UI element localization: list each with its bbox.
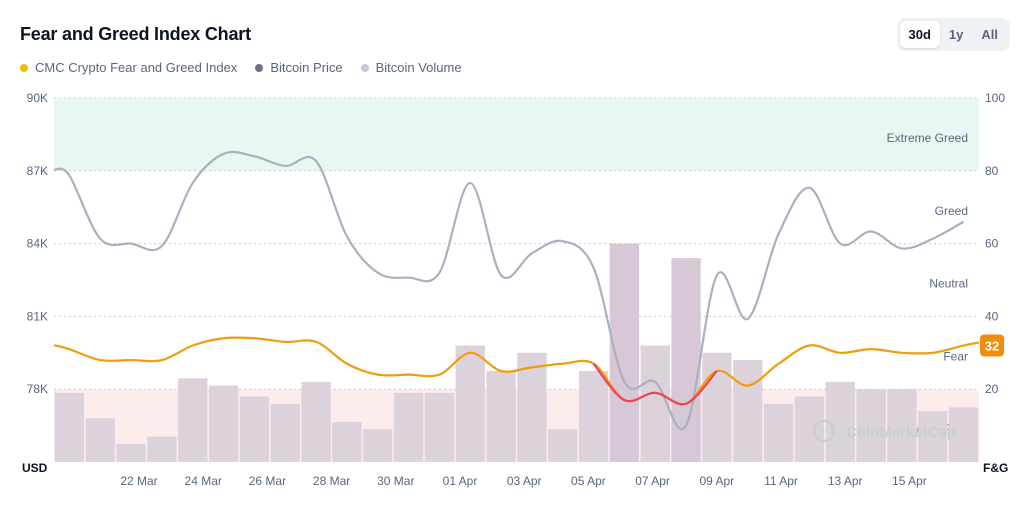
zone-label: Fear — [943, 349, 968, 363]
x-axis-tick: 01 Apr — [443, 474, 478, 488]
volume-bar[interactable] — [794, 396, 825, 462]
left-axis-tick: 84K — [27, 237, 48, 251]
legend-item-fear-greed[interactable]: CMC Crypto Fear and Greed Index — [20, 60, 237, 75]
left-axis-tick: 90K — [27, 91, 48, 105]
chart-title: Fear and Greed Index Chart — [20, 24, 251, 44]
chart-legend: CMC Crypto Fear and Greed Index Bitcoin … — [20, 60, 462, 75]
range-tab-all[interactable]: All — [981, 27, 998, 42]
x-axis-tick: 24 Mar — [185, 474, 222, 488]
x-axis-tick: 13 Apr — [828, 474, 863, 488]
legend-label: Bitcoin Price — [270, 60, 343, 75]
zone-label: Greed — [935, 204, 968, 218]
volume-bar[interactable] — [486, 371, 516, 462]
fear-greed-line[interactable] — [53, 336, 980, 406]
volume-bar[interactable] — [147, 436, 177, 462]
volume-bar[interactable] — [363, 429, 393, 462]
volume-bar[interactable] — [578, 371, 609, 462]
volume-bar[interactable] — [85, 418, 115, 462]
volume-bar[interactable] — [270, 403, 300, 462]
x-axis-tick: 15 Apr — [892, 474, 927, 488]
volume-bar[interactable] — [948, 407, 979, 462]
fear-greed-extreme-segment[interactable] — [592, 363, 718, 406]
extreme-fear-zone — [54, 389, 979, 462]
range-tab-30d[interactable]: 30d — [899, 21, 940, 48]
x-axis-tick: 11 Apr — [764, 474, 798, 488]
extreme-greed-zone — [54, 98, 979, 171]
legend-item-bitcoin-price[interactable]: Bitcoin Price — [255, 60, 343, 75]
zone-label: Neutral — [929, 277, 968, 291]
legend-label: CMC Crypto Fear and Greed Index — [35, 60, 238, 75]
volume-bar[interactable] — [763, 403, 794, 462]
x-axis-tick: 05 Apr — [571, 474, 606, 488]
right-axis-tick: 40 — [985, 309, 999, 323]
x-axis-tick: 22 Mar — [120, 474, 157, 488]
volume-bar[interactable] — [301, 381, 331, 462]
current-value-badge — [980, 334, 1004, 357]
x-axis-tick: 07 Apr — [635, 474, 670, 488]
legend-dot-volume-icon — [360, 63, 369, 72]
volume-bar[interactable] — [887, 389, 917, 462]
volume-bar[interactable] — [548, 429, 578, 462]
volume-bar[interactable] — [239, 396, 270, 462]
time-range-selector: 30d 1y All — [896, 18, 1010, 51]
right-axis-tick: 60 — [985, 237, 999, 251]
left-axis-tick: 87K — [27, 164, 48, 178]
legend-dot-fear-greed-icon — [20, 63, 28, 72]
watermark: CoinMarketCap — [846, 424, 956, 441]
x-axis-tick: 09 Apr — [699, 474, 734, 488]
volume-bar[interactable] — [54, 392, 85, 462]
volume-bar[interactable] — [733, 360, 763, 462]
left-axis-tick: 81K — [27, 309, 48, 323]
right-axis-tick: 20 — [985, 382, 999, 396]
current-value-badge-text: 32 — [985, 339, 999, 354]
legend-dot-price-icon — [255, 63, 264, 72]
volume-bar[interactable] — [517, 352, 547, 462]
bitcoin-price-line[interactable] — [53, 150, 965, 430]
volume-bar[interactable] — [424, 392, 455, 462]
volume-bar[interactable] — [332, 421, 362, 462]
volume-bar[interactable] — [671, 258, 701, 462]
volume-bar[interactable] — [856, 389, 886, 462]
x-axis-tick: 30 Mar — [377, 474, 414, 488]
volume-bar[interactable] — [455, 345, 485, 462]
legend-label: Bitcoin Volume — [375, 60, 462, 75]
right-axis-label: F&G — [983, 461, 1008, 475]
volume-bar[interactable] — [702, 352, 732, 462]
right-axis-tick: 80 — [985, 164, 999, 178]
left-axis-tick: 78K — [27, 382, 48, 396]
volume-bar[interactable] — [116, 443, 146, 462]
legend-item-bitcoin-volume[interactable]: Bitcoin Volume — [360, 60, 462, 75]
range-tab-1y[interactable]: 1y — [948, 27, 964, 42]
volume-bar[interactable] — [208, 385, 239, 462]
volume-bar[interactable] — [393, 392, 424, 462]
left-axis-label: USD — [22, 461, 48, 475]
x-axis-tick: 03 Apr — [507, 474, 542, 488]
zone-label: Extreme Greed — [887, 131, 968, 145]
right-axis-tick: 100 — [985, 91, 1005, 105]
volume-bar[interactable] — [918, 411, 948, 462]
watermark-logo-icon — [812, 419, 836, 443]
volume-bar[interactable] — [640, 345, 670, 462]
x-axis-tick: 28 Mar — [313, 474, 350, 488]
x-axis-tick: 26 Mar — [249, 474, 286, 488]
volume-bar[interactable] — [178, 378, 208, 462]
